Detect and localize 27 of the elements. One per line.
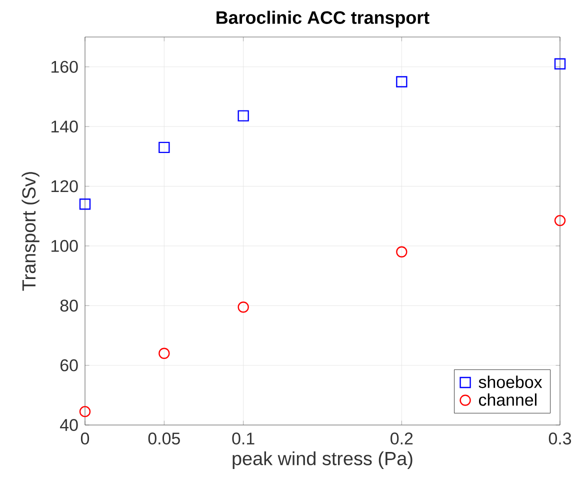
point	[554, 58, 566, 70]
point	[158, 348, 170, 359]
y-tick-label: 80	[60, 300, 78, 312]
y-tick-label: 160	[52, 60, 78, 73]
point	[554, 214, 566, 226]
y-tick-label: 60	[60, 359, 78, 372]
point	[79, 198, 91, 210]
y-tick-label: 40	[60, 419, 78, 432]
y-tick-label: 120	[52, 180, 78, 192]
y-axis-title: Transport (Sv)	[22, 172, 40, 291]
x-tick-label: 0	[80, 432, 90, 445]
x-tick-label: 0.2	[390, 432, 413, 445]
x-tick-label: 0.1	[232, 432, 254, 445]
point	[158, 142, 170, 154]
legend-label: shoebox	[478, 376, 542, 388]
legend-label: channel	[478, 393, 536, 406]
y-tick-label: 100	[52, 240, 78, 252]
point	[396, 76, 408, 88]
y-tick-label: 140	[52, 120, 78, 133]
x-tick-label: 0.05	[148, 432, 180, 445]
x-axis-title: peak wind stress (Pa)	[232, 451, 412, 469]
point	[238, 302, 249, 313]
point	[396, 246, 408, 258]
x-tick-label: 0.3	[548, 432, 572, 445]
chart-title: Baroclinic ACC transport	[216, 10, 430, 28]
point	[79, 406, 91, 418]
point	[238, 110, 249, 122]
